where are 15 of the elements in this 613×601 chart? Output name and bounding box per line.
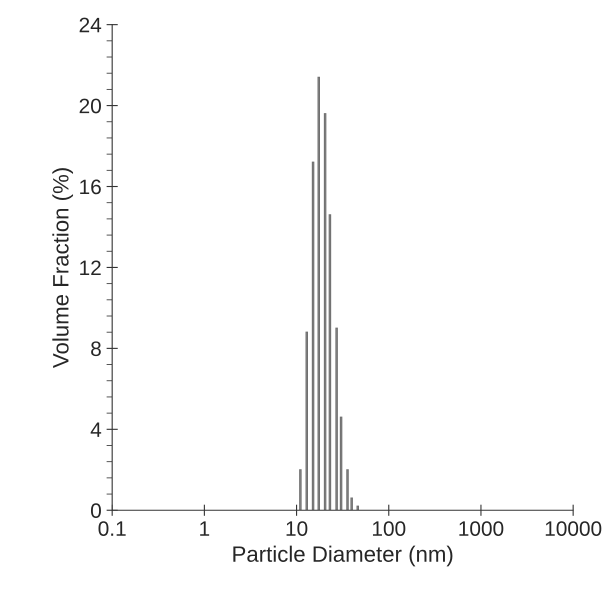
- x-axis-title: Particle Diameter (nm): [233, 546, 452, 566]
- y-tick-label: 8: [91, 341, 101, 356]
- y-tick-label: 12: [80, 260, 101, 275]
- x-tick-label: 1000: [459, 521, 504, 536]
- x-tick-label: 0.1: [98, 521, 126, 536]
- x-tick-label: 100: [372, 521, 406, 536]
- x-tick-label: 1: [200, 521, 210, 536]
- x-tick-label: 10: [286, 521, 308, 536]
- y-tick-label: 20: [80, 98, 101, 114]
- y-tick-label: 0: [90, 503, 101, 518]
- y-tick-label: 24: [80, 18, 102, 32]
- x-tick-label: 10000: [546, 521, 602, 536]
- y-tick-label: 16: [80, 180, 101, 194]
- y-tick-label: 4: [90, 422, 102, 437]
- y-axis-title: Volume Fraction (%): [52, 168, 74, 368]
